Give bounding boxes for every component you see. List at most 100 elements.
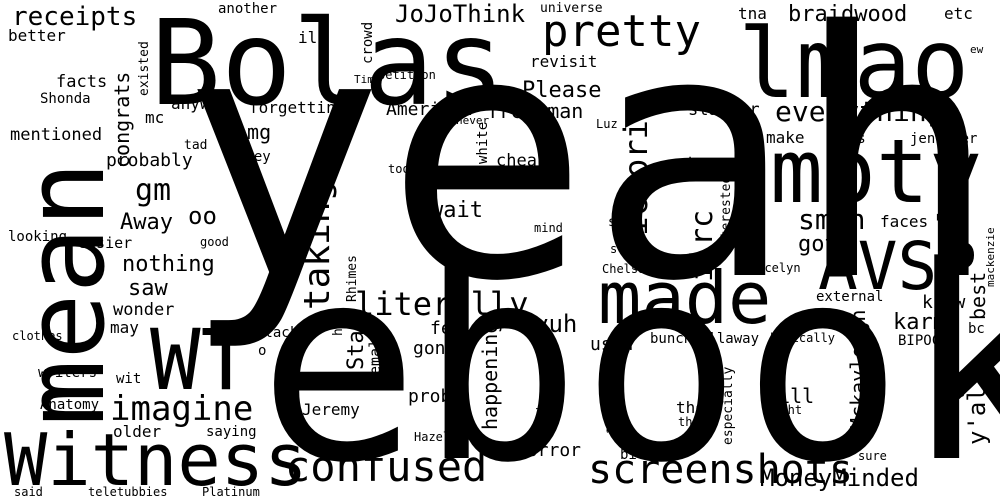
word-hazel: Hazel [414,430,451,444]
word-witness: Witness [4,418,308,500]
word-happening: happening [478,321,502,430]
word-please: Please [522,78,602,103]
word-much: much [534,403,547,431]
word-rhimes: Rhimes [345,255,360,302]
word-interested: interested [719,175,734,254]
word-karma: karma [893,310,960,335]
word-freshman: freshman [487,99,584,123]
word-mackenzie: mackenzie [984,227,997,287]
word-wit: wit [116,371,142,387]
word-cheaper: cheaper [496,151,568,171]
word-tna: tna [738,4,767,23]
word-especially: especially [721,366,736,445]
word-made: made [598,256,772,340]
word-o: o [258,343,267,359]
word-white: white [475,121,491,164]
word-external: external [816,289,884,305]
word-sure: sure [858,449,887,463]
word-allaway: allaway [700,331,760,347]
word-te: te [686,153,706,172]
word-female: female [366,329,384,384]
word-ilb: ilb [298,28,327,47]
word-ebook: ebook [258,210,1000,500]
word-mentioned: mentioned [10,125,103,145]
word-moty: moty [770,120,982,223]
word-looking: looking [8,229,68,245]
word-teletubbies: teletubbies [88,485,168,499]
word-may: may [110,318,139,337]
word-chelsa: Chelsa [602,262,646,276]
word-older: older [113,422,162,441]
word-got: got [798,232,838,257]
word-victoria: victoria [617,100,655,255]
word-thinking: thinking [547,377,560,430]
word-platinum: Platinum [202,485,260,499]
word-right: Right [766,403,803,417]
word-clothes: clothes [12,329,63,343]
word-stay: Stay [344,317,369,370]
word-wait: wait [430,198,483,223]
word-feel: feel [430,318,474,339]
word-away: Away [120,210,173,235]
word-bunch: bunch [650,331,693,347]
word-easier: easier [78,234,133,252]
word-jojothink: JoJoThink [395,0,526,28]
word-forgetting: forgetting [249,98,346,117]
word-universe: universe [540,1,603,16]
word-anyway: anyway [171,94,229,113]
word-said: said [14,485,43,499]
word-thunk: thunk [678,415,715,429]
word-according: according [603,363,618,434]
word-want: want [270,255,288,292]
word-spin: spin [608,215,640,230]
word-writers: writers [38,365,98,381]
word-shonda: Shonda [40,91,91,107]
word-jeremy: Jeremy [302,400,360,419]
word-took: took [388,162,417,176]
word-braidwood: braidwood [788,2,908,27]
word-better: better [8,26,66,45]
word-jocelyn: Jocelyn [750,261,801,275]
word-wonder: wonder [113,300,175,320]
word-lmao: lmao [738,8,970,120]
word-receipts: receipts [12,2,138,32]
word-good: good [200,235,229,249]
word-thot: thot [676,398,715,417]
word-bipoc: BIPOC [898,333,941,349]
word-anatomy: Anatomy [40,397,100,413]
word-basically: basically [770,331,836,345]
word-petition: petition [378,68,436,82]
word-bit: bit [620,447,646,463]
word-luz: Luz [596,117,618,131]
word-avsp: AVSP [818,228,977,305]
word-make: make [766,128,805,147]
word-facts: facts [56,72,108,92]
word-literally: literally [355,285,529,323]
word-grey: Grey [237,149,271,165]
word-gm: gm [135,173,172,208]
word-tad: tad [184,138,208,153]
word-time: Time [354,73,381,86]
word-pretty: pretty [542,6,701,57]
word-know: know [922,292,966,313]
word-hss: hss [331,312,346,336]
word-mean: mean [1,161,129,426]
word-etc: etc [944,4,973,23]
word-jennifer: jennifer [910,131,978,147]
word-yall: y'all [963,372,991,445]
word-everything: everything [775,95,944,128]
word-confused: confused [285,442,488,491]
word-mc: mc [145,108,165,127]
word-mind: mind [534,221,563,235]
word-will: Will [766,384,815,408]
word-bc: bc [968,321,985,337]
word-slasher: slasher [688,100,760,120]
word-probably: probably [106,150,193,171]
word-screenshots: screenshots [588,447,853,493]
word-revisit: revisit [530,52,598,71]
word-oo: oo [188,202,217,230]
word-american: American [386,99,473,120]
word-used: used [590,334,634,355]
word-smth: smth [798,203,866,236]
word-offs: offs [832,131,866,147]
